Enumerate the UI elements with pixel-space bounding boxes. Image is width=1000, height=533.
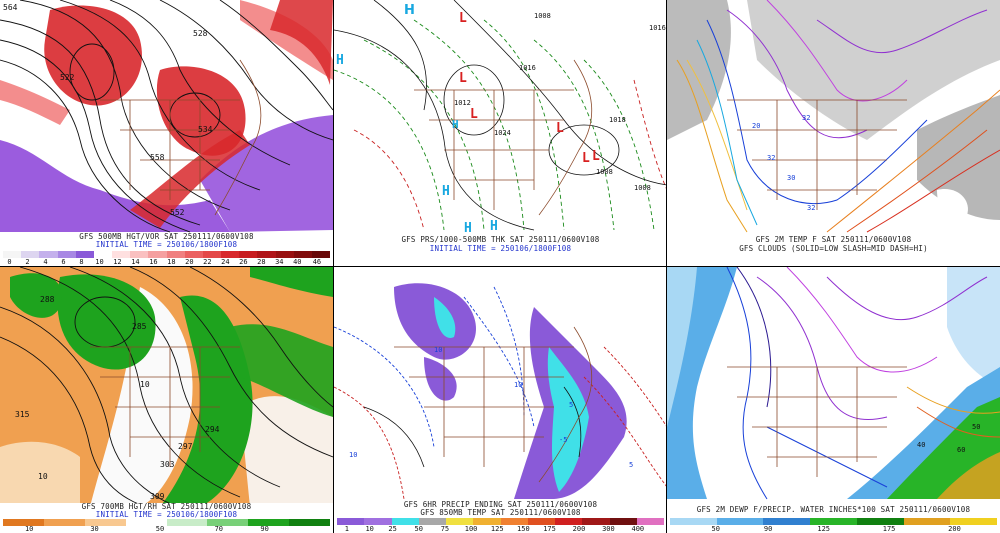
panel-precip-850temp: 10 10 5 -5 10 5 GFS 6HR PRECIP ENDING SA… bbox=[334, 267, 667, 533]
svg-text:10: 10 bbox=[38, 472, 48, 481]
pressure-map: H H L L L L L L H H H H 1008 1016 1012 1… bbox=[334, 0, 667, 266]
panel-temp-clouds: 32 32 20 32 30 GFS 2M TEMP F SAT 250111/… bbox=[667, 0, 1000, 266]
svg-text:552: 552 bbox=[170, 208, 185, 217]
panel-500mb-vorticity: 564 528 534 522 558 552 GFS 500MB HGT/VO… bbox=[0, 0, 333, 266]
svg-text:1018: 1018 bbox=[609, 116, 626, 124]
svg-text:558: 558 bbox=[150, 153, 165, 162]
caption-init-time: INITIAL TIME = 250106/1800F108 bbox=[95, 240, 238, 249]
vorticity-map: 564 528 534 522 558 552 bbox=[0, 0, 333, 266]
svg-text:564: 564 bbox=[3, 3, 18, 12]
temp-cloud-map: 32 32 20 32 30 bbox=[667, 0, 1000, 266]
svg-text:297: 297 bbox=[178, 442, 193, 451]
caption-title: GFS 2M DEWP F/PRECIP. WATER INCHES*100 S… bbox=[696, 505, 971, 514]
svg-text:10: 10 bbox=[140, 380, 150, 389]
pressure-centers: H H L L L L L L H H H H bbox=[336, 3, 600, 236]
svg-text:1016: 1016 bbox=[519, 64, 536, 72]
svg-text:L: L bbox=[459, 71, 467, 86]
isobar-labels: 1008 1016 1012 1024 1008 1018 1016 1008 bbox=[454, 12, 666, 192]
svg-text:285: 285 bbox=[132, 322, 147, 331]
panel-700mb-rh: 288 285 309 315 303 297 294 10 10 GFS 70… bbox=[0, 267, 333, 533]
colorbar bbox=[670, 518, 998, 525]
colorbar-ticks: 1 10 25 50 75 100 125 150 175 200 300 40… bbox=[344, 525, 645, 533]
precip-map: 10 10 5 -5 10 5 bbox=[334, 267, 667, 533]
svg-text:20: 20 bbox=[752, 122, 760, 130]
svg-text:1008: 1008 bbox=[596, 168, 613, 176]
svg-text:L: L bbox=[582, 151, 590, 166]
svg-text:50: 50 bbox=[972, 423, 980, 431]
svg-text:1016: 1016 bbox=[649, 24, 666, 32]
svg-text:5: 5 bbox=[569, 401, 573, 409]
svg-text:10: 10 bbox=[514, 381, 522, 389]
svg-text:H: H bbox=[464, 221, 472, 236]
rh-map: 288 285 309 315 303 297 294 10 10 bbox=[0, 267, 333, 533]
svg-text:534: 534 bbox=[198, 125, 213, 134]
colorbar bbox=[337, 518, 664, 525]
svg-text:H: H bbox=[452, 118, 459, 131]
svg-text:-5: -5 bbox=[559, 436, 567, 444]
svg-text:32: 32 bbox=[767, 154, 775, 162]
colorbar bbox=[3, 251, 331, 258]
dewpoint-labels: 60 50 40 bbox=[917, 423, 980, 454]
caption-init-time: INITIAL TIME = 250106/1800F108 bbox=[429, 244, 572, 253]
caption-clouds: GFS CLOUDS (SOLID=LOW SLASH=MID DASH=HI) bbox=[739, 244, 928, 253]
svg-text:1012: 1012 bbox=[454, 99, 471, 107]
caption-title: GFS 6HR PRECIP ENDING SAT 250111/0600V10… bbox=[403, 500, 598, 509]
panel-pressure-thickness: H H L L L L L L H H H H 1008 1016 1012 1… bbox=[334, 0, 667, 266]
dewpoint-map: 60 50 40 bbox=[667, 267, 1000, 533]
panel-dewpoint-pw: 60 50 40 GFS 2M DEWP F/PRECIP. WATER INC… bbox=[667, 267, 1000, 533]
svg-text:10: 10 bbox=[349, 451, 357, 459]
svg-text:30: 30 bbox=[787, 174, 795, 182]
colorbar-ticks: 0 2 4 6 8 10 12 14 16 18 20 22 24 26 28 … bbox=[7, 258, 322, 266]
caption-init-time: INITIAL TIME = 250106/1800F108 bbox=[0, 510, 333, 520]
colorbar bbox=[3, 519, 330, 526]
colorbar-ticks: 10 30 50 70 90 bbox=[24, 525, 269, 533]
svg-text:522: 522 bbox=[60, 73, 75, 82]
divider bbox=[0, 266, 1000, 267]
height-labels: 288 285 309 315 303 297 294 10 10 bbox=[15, 295, 220, 501]
colorbar-ticks: 50 90 125 175 200 bbox=[711, 525, 961, 533]
svg-text:32: 32 bbox=[802, 114, 810, 122]
svg-text:309: 309 bbox=[150, 492, 165, 501]
svg-text:303: 303 bbox=[160, 460, 175, 469]
caption-850-temp: GFS 850MB TEMP SAT 250111/0600V108 bbox=[420, 508, 581, 517]
svg-text:288: 288 bbox=[40, 295, 55, 304]
temp-labels: 10 10 5 -5 10 5 bbox=[349, 346, 633, 469]
svg-text:32: 32 bbox=[807, 204, 815, 212]
svg-text:H: H bbox=[442, 184, 450, 199]
caption-title: GFS 700MB HGT/RH SAT 250111/0600V108 bbox=[0, 502, 333, 512]
temp-labels: 32 32 20 32 30 bbox=[752, 114, 815, 212]
svg-text:10: 10 bbox=[434, 346, 442, 354]
svg-text:315: 315 bbox=[15, 410, 30, 419]
caption-title: GFS 2M TEMP F SAT 250111/0600V108 bbox=[755, 235, 912, 244]
svg-text:L: L bbox=[592, 149, 600, 164]
svg-text:1024: 1024 bbox=[494, 129, 511, 137]
svg-text:40: 40 bbox=[917, 441, 925, 449]
svg-text:L: L bbox=[470, 107, 478, 122]
svg-text:294: 294 bbox=[205, 425, 220, 434]
svg-text:L: L bbox=[556, 121, 564, 136]
svg-text:H: H bbox=[490, 219, 498, 234]
height-labels: 564 528 534 522 558 552 bbox=[3, 3, 213, 217]
svg-text:H: H bbox=[404, 3, 415, 18]
svg-text:1008: 1008 bbox=[634, 184, 651, 192]
svg-text:5: 5 bbox=[629, 461, 633, 469]
caption-title: GFS PRS/1000-500MB THK SAT 250111/0600V1… bbox=[401, 235, 600, 244]
svg-text:60: 60 bbox=[957, 446, 965, 454]
svg-text:528: 528 bbox=[193, 29, 208, 38]
caption-title: GFS 500MB HGT/VOR SAT 250111/0600V108 bbox=[79, 232, 254, 241]
svg-text:L: L bbox=[459, 11, 467, 26]
svg-text:H: H bbox=[336, 53, 344, 68]
svg-text:1008: 1008 bbox=[534, 12, 551, 20]
